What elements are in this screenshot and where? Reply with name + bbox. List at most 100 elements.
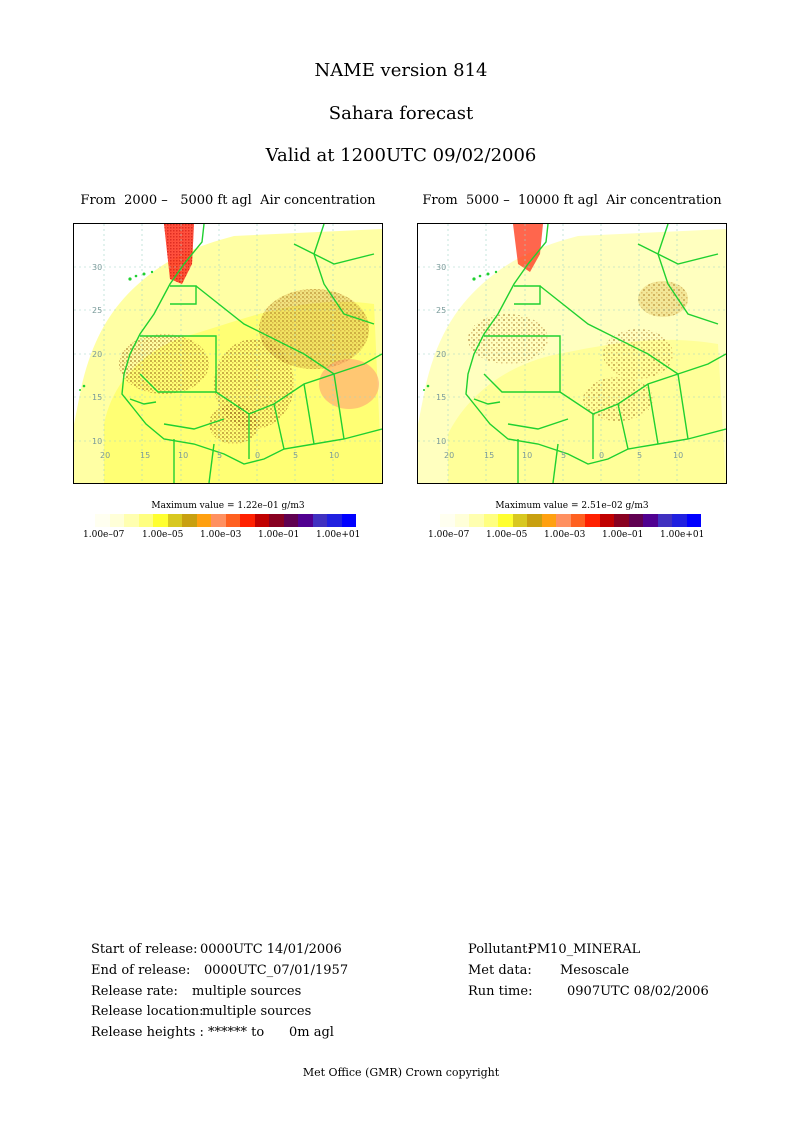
borders	[465, 224, 726, 483]
scale-swatch	[225, 514, 240, 527]
lon-labels: 20 15 10 5 0 5 10	[100, 451, 339, 460]
scale-swatch	[469, 514, 484, 527]
info-value: ****** to 0m agl	[208, 1025, 334, 1040]
lon-label: 0	[255, 451, 260, 460]
scale-swatch	[672, 514, 687, 527]
lon-label: 20	[444, 451, 454, 460]
scale-swatch	[298, 514, 313, 527]
lat-label: 25	[436, 306, 446, 315]
panel-2-max-value: Maximum value = 2.51e–02 g/m3	[495, 501, 649, 511]
info-label: Pollutant:	[468, 942, 532, 957]
lon-label: 10	[522, 451, 532, 460]
lon-label: 15	[484, 451, 494, 460]
scale-swatch	[657, 514, 672, 527]
lon-label: 15	[140, 451, 150, 460]
lon-label: 5	[637, 451, 642, 460]
lat-label: 20	[92, 350, 102, 359]
graticule	[74, 224, 382, 483]
color-scale-1	[95, 514, 356, 527]
scale-swatch	[196, 514, 211, 527]
scale-swatch	[483, 514, 498, 527]
info-label: Start of release:	[91, 942, 198, 957]
panel-1-title: From 2000 – 5000 ft agl Air concentratio…	[80, 193, 376, 208]
scale-swatch	[556, 514, 571, 527]
lat-label: 10	[436, 437, 446, 446]
map-svg-1: 30 25 20 15 10 20 15 10 5 0 5 10	[74, 224, 382, 483]
info-value: multiple sources	[192, 984, 302, 999]
scale-tick-label: 1.00e–01	[602, 530, 644, 540]
scale-swatch	[454, 514, 469, 527]
scale-swatch	[124, 514, 139, 527]
scale-swatch	[686, 514, 701, 527]
info-label: Release rate:	[91, 984, 178, 999]
scale-swatch	[643, 514, 658, 527]
info-value: multiple sources	[202, 1004, 312, 1019]
lat-label: 15	[436, 393, 446, 402]
scale-tick-label: 1.00e–07	[428, 530, 470, 540]
scale-swatch	[153, 514, 168, 527]
concentration-map-high: 30 25 20 15 10 20 15 10 5 0 5 10	[417, 223, 727, 484]
scale-tick-label: 1.00e–07	[83, 530, 125, 540]
scale-tick-label: 1.00e+01	[316, 530, 361, 540]
scale-swatch	[512, 514, 527, 527]
scale-swatch	[440, 514, 455, 527]
scale-tick-label: 1.00e–01	[258, 530, 300, 540]
scale-tick-label: 1.00e–03	[544, 530, 586, 540]
valid-time: Valid at 1200UTC 09/02/2006	[265, 145, 537, 166]
islands	[423, 270, 498, 391]
lon-label: 5	[561, 451, 566, 460]
lon-label: 0	[599, 451, 604, 460]
scale-swatch	[283, 514, 298, 527]
info-value: 0000UTC_07/01/1957	[204, 963, 349, 978]
islands	[79, 270, 154, 391]
info-value: 0000UTC 14/01/2006	[200, 942, 342, 957]
scale-swatch	[570, 514, 585, 527]
scale-swatch	[327, 514, 342, 527]
scale-swatch	[138, 514, 153, 527]
scale-swatch	[614, 514, 629, 527]
lat-label: 20	[436, 350, 446, 359]
scale-swatch	[269, 514, 284, 527]
info-value: 0907UTC 08/02/2006	[567, 984, 709, 999]
scale-swatch	[254, 514, 269, 527]
lon-label: 5	[293, 451, 298, 460]
scale-swatch	[167, 514, 182, 527]
color-scale-2	[440, 514, 701, 527]
scale-swatch	[95, 514, 110, 527]
scale-swatch	[240, 514, 255, 527]
info-label: Release heights :	[91, 1025, 204, 1040]
lon-labels: 20 15 10 5 0 5 10	[444, 451, 683, 460]
lon-label: 5	[217, 451, 222, 460]
scale-swatch	[527, 514, 542, 527]
scale-swatch	[585, 514, 600, 527]
plot-title: NAME version 814	[314, 60, 488, 81]
lat-label: 25	[92, 306, 102, 315]
info-label: Met data:	[468, 963, 532, 978]
info-label: Run time:	[468, 984, 533, 999]
lon-label: 10	[329, 451, 339, 460]
scale-swatch	[341, 514, 356, 527]
map-svg-2: 30 25 20 15 10 20 15 10 5 0 5 10	[418, 224, 726, 483]
scale-swatch	[628, 514, 643, 527]
lon-label: 20	[100, 451, 110, 460]
lat-labels: 30 25 20 15 10	[92, 263, 102, 446]
info-value: PM10_MINERAL	[528, 942, 641, 957]
scale-swatch	[541, 514, 556, 527]
lat-label: 30	[436, 263, 446, 272]
lon-label: 10	[673, 451, 683, 460]
borders	[121, 224, 382, 483]
lat-label: 30	[92, 263, 102, 272]
info-label: End of release:	[91, 963, 191, 978]
lat-label: 10	[92, 437, 102, 446]
scale-tick-label: 1.00e–05	[142, 530, 184, 540]
scale-swatch	[211, 514, 226, 527]
copyright-footer: Met Office (GMR) Crown copyright	[302, 1066, 500, 1079]
scale-tick-label: 1.00e+01	[660, 530, 705, 540]
forecast-name: Sahara forecast	[328, 103, 474, 124]
concentration-map-low: 30 25 20 15 10 20 15 10 5 0 5 10	[73, 223, 383, 484]
graticule	[418, 224, 726, 483]
lat-labels: 30 25 20 15 10	[436, 263, 446, 446]
panel-2-title: From 5000 – 10000 ft agl Air concentrati…	[422, 193, 722, 208]
scale-swatch	[498, 514, 513, 527]
panel-1-max-value: Maximum value = 1.22e–01 g/m3	[151, 501, 305, 511]
